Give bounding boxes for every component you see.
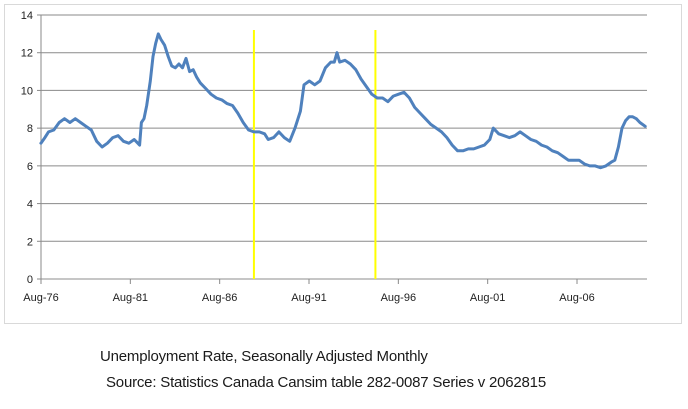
chart-frame bbox=[4, 4, 682, 324]
y-tick-label-14: 14 bbox=[21, 10, 33, 22]
x-tick-label-Aug-81: Aug-81 bbox=[113, 292, 148, 304]
y-tick-label-2: 2 bbox=[27, 236, 33, 248]
x-tick-label-Aug-76: Aug-76 bbox=[23, 292, 58, 304]
x-tick-label-Aug-96: Aug-96 bbox=[381, 292, 416, 304]
y-tick-label-4: 4 bbox=[27, 199, 33, 211]
y-tick-label-12: 12 bbox=[21, 48, 33, 60]
x-axis-ticks: Aug-76 Aug-81 Aug-86 Aug-91 Aug-96 Aug-01 Aug-… bbox=[23, 279, 595, 304]
chart-caption-title: Unemployment Rate, Seasonally Adjusted M… bbox=[100, 348, 428, 365]
event-markers bbox=[252, 30, 377, 279]
y-tick-label-6: 6 bbox=[27, 161, 33, 173]
x-tick-label-Aug-06: Aug-06 bbox=[559, 292, 594, 304]
x-tick-label-Aug-86: Aug-86 bbox=[202, 292, 237, 304]
y-axis-ticks: 0 2 4 6 8 10 12 14 bbox=[21, 10, 41, 286]
series-layer bbox=[39, 32, 647, 170]
x-tick-label-Aug-01: Aug-01 bbox=[470, 292, 505, 304]
chart-caption-source: Source: Statistics Canada Cansim table 2… bbox=[106, 374, 546, 391]
y-tick-label-10: 10 bbox=[21, 85, 33, 97]
series-line-1 bbox=[39, 32, 647, 170]
y-tick-label-0: 0 bbox=[27, 274, 33, 286]
gridlines bbox=[40, 14, 647, 280]
x-tick-label-Aug-91: Aug-91 bbox=[291, 292, 326, 304]
y-tick-label-8: 8 bbox=[27, 123, 33, 135]
